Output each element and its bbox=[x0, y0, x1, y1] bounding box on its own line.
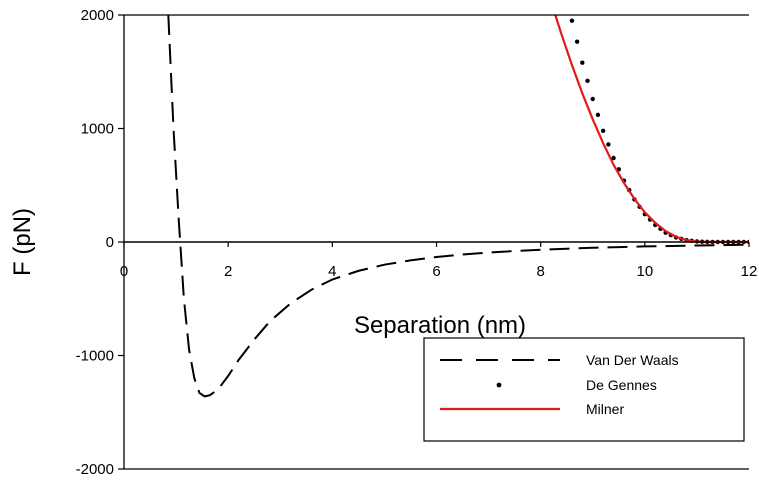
x-tick-label: 12 bbox=[741, 263, 758, 280]
x-tick-label: 2 bbox=[224, 263, 232, 280]
data-point bbox=[606, 142, 611, 147]
y-tick-label: 0 bbox=[106, 234, 114, 251]
data-point bbox=[595, 112, 601, 118]
data-point bbox=[611, 155, 616, 161]
legend: Van Der Waals De Gennes Milner bbox=[423, 337, 745, 442]
x-tick-label: 8 bbox=[536, 263, 544, 280]
legend-swatch-de-gennes bbox=[496, 382, 502, 388]
data-point bbox=[569, 18, 575, 23]
x-tick-label: 6 bbox=[432, 263, 440, 280]
data-point bbox=[600, 128, 606, 133]
series-milner-line bbox=[554, 15, 749, 244]
legend-label: Van Der Waals bbox=[586, 352, 679, 368]
data-point bbox=[574, 39, 580, 44]
x-axis-label: Separation (nm) bbox=[354, 312, 526, 339]
data-point bbox=[590, 96, 595, 102]
axes bbox=[118, 14, 750, 470]
x-tick-label: 4 bbox=[328, 263, 336, 280]
data-point bbox=[585, 78, 590, 84]
tick-labels: -2000 -1000 0 1000 2000 0 2 4 6 8 10 12 bbox=[76, 7, 758, 478]
y-tick-label: 1000 bbox=[81, 121, 114, 138]
y-axis-label: F (pN) bbox=[9, 208, 36, 276]
legend-label: Milner bbox=[586, 401, 624, 417]
series-van-der-waals-line bbox=[167, 15, 749, 398]
legend-box bbox=[423, 337, 745, 442]
data-point bbox=[580, 60, 585, 65]
x-tick-label: 10 bbox=[636, 263, 653, 280]
legend-label: De Gennes bbox=[586, 377, 657, 393]
y-tick-label: 2000 bbox=[81, 7, 114, 24]
y-tick-label: -2000 bbox=[76, 461, 114, 478]
y-tick-label: -1000 bbox=[76, 348, 114, 365]
x-tick-label: 0 bbox=[120, 263, 128, 280]
